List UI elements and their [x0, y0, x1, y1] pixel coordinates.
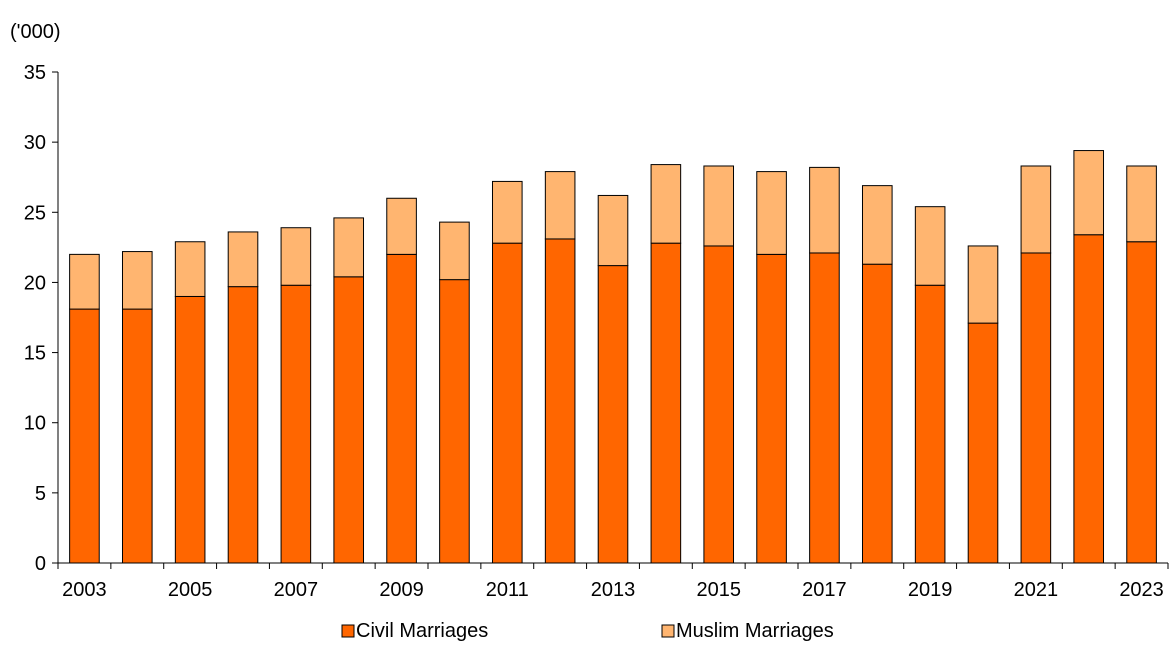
bar-muslim-2020 [967, 245, 999, 324]
bar-civil-2005 [174, 295, 206, 564]
x-tick-label-2015: 2015 [696, 579, 741, 601]
bar-civil-2014 [650, 242, 682, 564]
bar-muslim-2019 [914, 206, 946, 286]
bar-muslim-2023 [1126, 165, 1157, 243]
y-tick-label-15: 15 [24, 343, 46, 365]
bar-muslim-2015 [703, 165, 735, 247]
x-tick-label-2019: 2019 [908, 579, 953, 601]
bar-muslim-2010 [439, 221, 470, 281]
bar-civil-2019 [914, 284, 946, 564]
legend: Civil Marriages Muslim Marriages [341, 620, 834, 642]
bar-muslim-2008 [333, 217, 365, 278]
bars-group [69, 150, 1157, 564]
bar-muslim-2014 [650, 164, 682, 244]
y-tick-label-0: 0 [35, 553, 46, 575]
bar-civil-2009 [386, 253, 417, 564]
bar-muslim-2009 [386, 197, 417, 255]
bar-civil-2004 [121, 308, 153, 564]
bar-muslim-2006 [227, 231, 259, 288]
bar-muslim-2013 [597, 194, 629, 267]
x-tick-label-2003: 2003 [62, 579, 107, 601]
y-tick-label-20: 20 [24, 272, 46, 294]
bar-muslim-2011 [491, 180, 523, 244]
bar-muslim-2007 [280, 227, 312, 286]
bar-civil-2017 [809, 252, 840, 564]
bar-civil-2011 [491, 242, 523, 564]
bar-civil-2015 [703, 245, 735, 564]
bar-civil-2023 [1126, 241, 1157, 564]
x-tick-label-2017: 2017 [802, 579, 847, 601]
bar-muslim-2021 [1020, 165, 1052, 254]
bar-civil-2013 [597, 265, 629, 564]
y-tick-label-30: 30 [24, 132, 46, 154]
x-tick-label-2005: 2005 [168, 579, 213, 601]
bar-civil-2003 [69, 308, 100, 564]
bar-civil-2012 [544, 238, 576, 564]
bar-muslim-2016 [756, 171, 787, 255]
axes-group: 0 5 10 15 20 25 30 35 2003 2005 2007 2009 2011 2013 20… [24, 62, 1169, 601]
bar-civil-2010 [439, 279, 470, 564]
bar-civil-2016 [756, 253, 787, 564]
bar-civil-2008 [333, 276, 365, 564]
bar-muslim-2005 [174, 241, 206, 297]
bar-civil-2006 [227, 286, 259, 564]
bar-civil-2007 [280, 284, 312, 564]
bar-muslim-2017 [809, 166, 840, 254]
x-tick-label-2007: 2007 [274, 579, 319, 601]
bar-civil-2022 [1073, 234, 1105, 564]
bar-civil-2020 [967, 322, 999, 564]
legend-swatch-muslim [661, 624, 675, 638]
bar-muslim-2022 [1073, 150, 1105, 236]
bar-muslim-2003 [69, 253, 100, 310]
bar-muslim-2018 [861, 185, 893, 265]
x-tick-label-2009: 2009 [379, 579, 424, 601]
x-tick-label-2023: 2023 [1119, 579, 1164, 601]
y-axis-unit-label: ('000) [10, 21, 61, 43]
legend-label-muslim: Muslim Marriages [676, 620, 834, 642]
y-tick-label-5: 5 [35, 483, 46, 505]
legend-label-civil: Civil Marriages [356, 620, 488, 642]
y-tick-label-10: 10 [24, 413, 46, 435]
y-tick-label-25: 25 [24, 202, 46, 224]
y-tick-label-35: 35 [24, 62, 46, 84]
x-tick-label-2011: 2011 [486, 579, 529, 601]
bar-muslim-2004 [121, 251, 153, 310]
bar-civil-2018 [861, 263, 893, 564]
x-tick-label-2021: 2021 [1014, 579, 1059, 601]
legend-swatch-civil [341, 624, 355, 638]
bar-muslim-2012 [544, 171, 576, 240]
bar-civil-2021 [1020, 252, 1052, 564]
x-tick-label-2013: 2013 [591, 579, 636, 601]
